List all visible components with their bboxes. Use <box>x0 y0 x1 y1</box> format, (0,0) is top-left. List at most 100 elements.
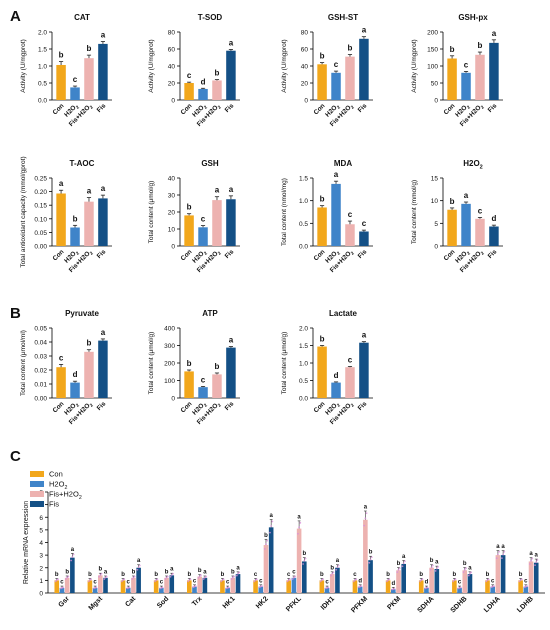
bar-pyruvate-h2o2 <box>70 382 80 398</box>
data-point-mrna <box>498 550 500 553</box>
bar-mrna-sod-fis-h2o2 <box>164 577 169 593</box>
bar-gsh-px-h2o2 <box>461 72 471 100</box>
data-point-mrna <box>298 526 300 529</box>
bar-mrna-sdha-fis-h2o2 <box>429 567 434 593</box>
x-tick-label-lactate: Fis <box>357 400 369 412</box>
bar-cat-h2o2 <box>70 87 80 100</box>
y-axis-label-cat: Activity (U/mgprot) <box>20 39 27 92</box>
y-tick-label-mrna: 4 <box>39 540 43 547</box>
y-tick-label-cat: 2.0 <box>38 30 47 37</box>
bar-lactate-h2o2 <box>331 382 341 398</box>
data-point-mrna <box>255 578 258 581</box>
data-point-mrna <box>230 578 233 580</box>
y-tick-label-lactate: 2.0 <box>299 326 308 333</box>
data-point-mrna <box>198 575 201 578</box>
significance-letter-mrna: a <box>402 554 406 560</box>
data-point-mrna <box>469 572 471 575</box>
data-point-mrna <box>132 576 135 579</box>
significance-letter-lactate: a <box>362 331 367 340</box>
x-tick-label-h2o2: Fis <box>487 248 499 260</box>
data-point-mrna <box>535 561 538 563</box>
y-tick-label-t-sod: 0 <box>171 98 175 105</box>
significance-letter-mrna: c <box>292 569 296 575</box>
bar-mrna-ldhb-fis <box>533 562 539 593</box>
significance-letter-mrna: b <box>519 572 523 578</box>
data-point-mrna <box>161 586 164 589</box>
data-point-mrna <box>502 553 504 556</box>
data-point-mrna <box>187 580 190 583</box>
bar-gsh-h2o2 <box>198 227 208 246</box>
significance-letter-mda: c <box>362 219 367 228</box>
chart-title-gsh-st: GSH-ST <box>328 13 358 22</box>
significance-letter-cat: c <box>73 75 78 84</box>
y-tick-label-gsh-st: 0 <box>304 98 308 105</box>
bar-pyruvate-con <box>56 367 66 398</box>
y-tick-label-gsh: 20 <box>168 210 176 217</box>
bar-mrna-gsr-fis-h2o2 <box>64 577 70 593</box>
bar-mrna-pkm-fis <box>401 563 406 593</box>
significance-letter-atp: b <box>215 362 220 371</box>
data-point-mrna <box>336 566 339 569</box>
data-point-mrna <box>396 571 399 573</box>
bar-t-sod-fis-h2o2 <box>212 80 222 100</box>
y-tick-label-gsh-px: 150 <box>427 47 438 54</box>
y-tick-label-t-sod: 80 <box>168 30 176 37</box>
bar-gsh-fis <box>226 199 236 246</box>
chart-title-t-sod: T-SOD <box>198 13 223 22</box>
data-point-mrna <box>369 558 372 561</box>
bar-mrna-gsr-con <box>54 580 60 593</box>
data-point-mrna <box>322 578 324 581</box>
significance-letter-mrna: a <box>104 569 108 575</box>
data-point-mrna <box>454 578 457 581</box>
x-tick-label-mrna-cat: Cat <box>124 595 137 608</box>
y-tick-label-t-aoc: 0.25 <box>34 176 47 183</box>
data-point-mrna <box>337 564 340 567</box>
data-point-mrna <box>95 586 98 589</box>
chart-title-lactate: Lactate <box>329 309 358 318</box>
significance-letter-mrna: a <box>364 504 368 510</box>
x-tick-label-gsh-st: H2O2 <box>324 102 341 119</box>
significance-letter-mrna: c <box>259 578 263 584</box>
bar-mrna-cat-con <box>120 580 126 593</box>
significance-letter-atp: a <box>229 336 234 345</box>
significance-letter-mrna: b <box>264 533 268 539</box>
bar-mrna-trx-h2o2 <box>192 586 197 593</box>
legend-label-fis-h2o2: Fis+H2O2 <box>49 490 82 501</box>
significance-letter-t-aoc: a <box>87 187 92 196</box>
data-point-mrna <box>235 574 238 577</box>
significance-letter-h2o2: d <box>491 214 496 223</box>
y-tick-label-gsh-px: 200 <box>427 30 438 37</box>
data-point-mrna <box>487 578 490 581</box>
significance-letter-gsh: b <box>187 203 192 212</box>
significance-letter-gsh: a <box>229 185 234 194</box>
significance-letter-mrna: b <box>486 572 490 578</box>
significance-letter-mrna: b <box>302 551 306 557</box>
y-axis-label-gsh-st: Activity (U/mgprot) <box>281 39 288 92</box>
data-point-mrna <box>99 574 102 576</box>
bar-mrna-hk2-h2o2 <box>258 586 264 593</box>
significance-letter-mrna: c <box>93 580 97 586</box>
x-tick-label-mrna-ldha: LDHA <box>483 595 502 614</box>
bar-pyruvate-fis <box>98 340 108 398</box>
x-tick-label-t-sod: H2O2 <box>191 102 208 119</box>
y-tick-label-mrna: 3 <box>39 553 43 560</box>
panel-letter-a: A <box>10 8 21 25</box>
data-point-mrna <box>363 524 366 527</box>
data-point-mrna <box>169 575 172 578</box>
data-point-mrna <box>200 574 202 577</box>
chart-title-h2o2: H2O2 <box>463 159 483 170</box>
chart-title-mda: MDA <box>334 159 352 168</box>
data-point-mrna <box>467 574 470 577</box>
significance-letter-t-aoc: a <box>101 184 106 193</box>
bar-mrna-pfkl-fis <box>302 561 307 593</box>
bar-gsh-con <box>184 215 194 246</box>
significance-letter-cat: a <box>101 31 106 40</box>
data-point-mrna <box>470 571 473 574</box>
data-point-mrna <box>131 578 134 580</box>
y-tick-label-gsh-px: 0 <box>434 98 438 105</box>
data-point-mrna <box>402 562 405 565</box>
bar-mrna-idh1-fis-h2o2 <box>329 574 335 593</box>
y-tick-label-cat: 0.5 <box>38 81 47 88</box>
y-axis-label-pyruvate: Total content (μmol/ml) <box>20 330 27 396</box>
bar-mrna-sod-h2o2 <box>159 587 164 593</box>
